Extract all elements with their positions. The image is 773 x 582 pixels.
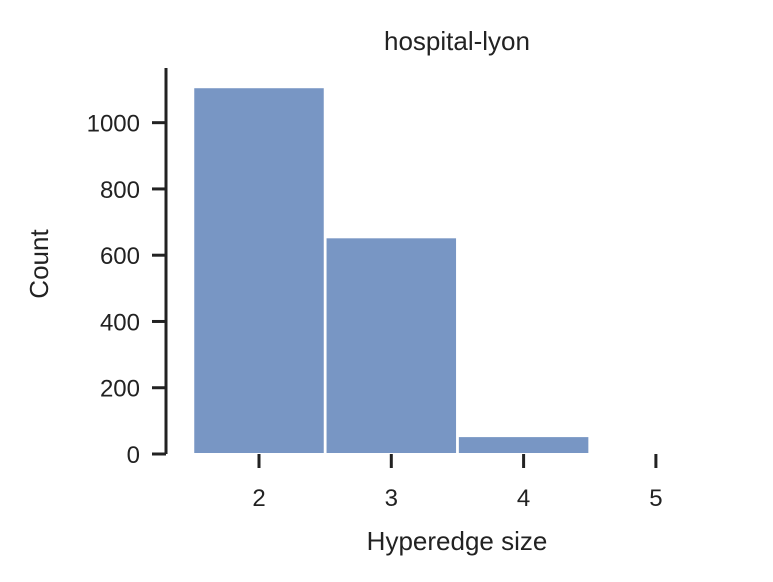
x-axis-label: Hyperedge size [367, 526, 548, 556]
x-axis: 2 3 4 5 [252, 454, 663, 512]
bars-layer [192, 86, 591, 455]
bar-3 [324, 236, 459, 455]
x-tick-label-2: 2 [252, 485, 265, 512]
y-tick-label-200: 200 [100, 376, 140, 403]
y-tick-label-1000: 1000 [87, 111, 140, 138]
x-tick-label-3: 3 [385, 485, 398, 512]
y-tick-label-400: 400 [100, 309, 140, 336]
y-tick-label-800: 800 [100, 177, 140, 204]
y-tick-label-0: 0 [127, 442, 140, 469]
bar-2 [192, 86, 326, 455]
chart-title: hospital-lyon [384, 26, 530, 56]
x-tick-label-5: 5 [649, 485, 662, 512]
bar-4 [456, 435, 591, 455]
x-tick-label-4: 4 [517, 485, 530, 512]
y-tick-label-600: 600 [100, 243, 140, 270]
y-axis-label: Count [24, 229, 54, 299]
y-axis: 0 200 400 600 800 1000 [87, 68, 168, 469]
